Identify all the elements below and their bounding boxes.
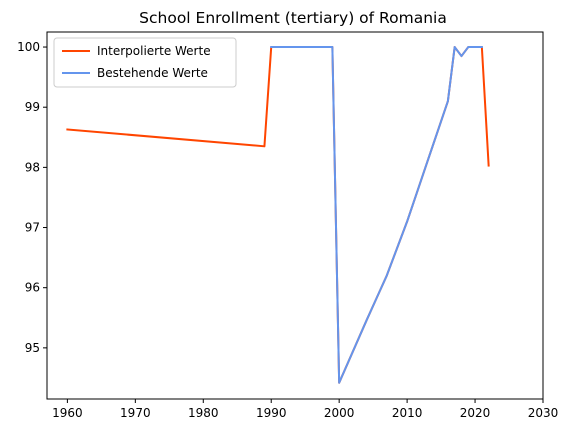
x-tick-label: 1970 (120, 406, 151, 420)
x-tick-label: 1990 (256, 406, 287, 420)
series-line-bestehende-werte (270, 46, 483, 384)
legend-box (53, 37, 237, 88)
y-tick-label: 96 (25, 281, 40, 295)
series-lines (66, 46, 490, 384)
x-tick-label: 1960 (52, 406, 83, 420)
y-axis: 95 96 97 98 99 100 (17, 40, 47, 355)
x-tick-label: 2000 (324, 406, 355, 420)
x-tick-label: 2030 (528, 406, 559, 420)
y-tick-label: 97 (25, 221, 40, 235)
y-tick-label: 98 (25, 160, 40, 174)
legend-label-interpolierte-werte: Interpolierte Werte (97, 44, 211, 58)
y-tick-label: 95 (25, 341, 40, 355)
x-tick-label: 1980 (188, 406, 219, 420)
x-axis: 1960 1970 1980 1990 2000 2010 2020 2030 (52, 399, 558, 420)
y-tick-label: 99 (25, 100, 40, 114)
plot-area-frame (46, 31, 544, 400)
series-line-interpolierte-werte (66, 46, 490, 384)
legend-label-bestehende-werte: Bestehende Werte (97, 66, 208, 80)
legend: Interpolierte Werte Bestehende Werte (53, 37, 237, 88)
chart-title: School Enrollment (tertiary) of Romania (139, 9, 447, 27)
x-tick-label: 2010 (392, 406, 423, 420)
y-tick-label: 100 (17, 40, 40, 54)
x-tick-label: 2020 (460, 406, 491, 420)
